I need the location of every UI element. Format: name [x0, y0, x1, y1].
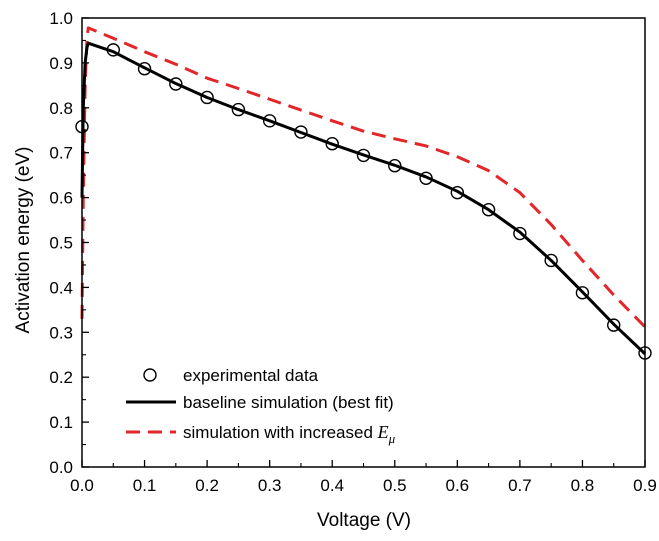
y-tick-label: 0.6 — [49, 189, 73, 208]
legend-label-increased: simulation with increased Eμ — [183, 422, 396, 446]
x-tick-label: 0.4 — [320, 476, 344, 495]
axis-ticks — [81, 17, 646, 468]
x-tick-label: 0.8 — [571, 476, 595, 495]
experimental-data-point — [262, 114, 277, 128]
experimental-data-point — [169, 77, 183, 91]
y-tick-label: 0.4 — [49, 278, 73, 297]
x-tick-label: 0.3 — [258, 476, 282, 495]
legend-label-increased-symbol: E — [377, 422, 389, 442]
y-tick-label: 0.1 — [49, 413, 73, 432]
y-tick-label: 0.9 — [49, 54, 73, 73]
legend: experimental data baseline simulation (b… — [126, 366, 396, 446]
series-increased-simulation-line — [80, 26, 647, 328]
experimental-data-point — [388, 159, 402, 173]
x-tick-label: 0.0 — [70, 476, 94, 495]
y-tick-label: 0.7 — [49, 144, 73, 163]
x-tick-label: 0.9 — [633, 476, 657, 495]
experimental-data-point — [137, 62, 152, 76]
legend-label-baseline: baseline simulation (best fit) — [183, 393, 394, 412]
y-tick-label: 0.3 — [49, 323, 73, 342]
experimental-data-point — [544, 253, 558, 268]
experimental-data-point — [294, 125, 308, 139]
experimental-data-point — [106, 43, 120, 57]
x-axis-label: Voltage (V) — [317, 510, 411, 531]
experimental-data-point — [325, 137, 339, 151]
y-tick-label: 0.5 — [49, 234, 73, 253]
experimental-data-point — [231, 102, 246, 117]
experimental-data-point — [513, 226, 527, 241]
y-axis-tick-labels: 0.0 0.1 0.2 0.3 0.4 0.5 0.6 0.7 0.8 0.9 1.0 — [49, 9, 73, 477]
x-tick-label: 0.2 — [195, 476, 219, 495]
experimental-data-point — [481, 203, 496, 217]
legend-label-experimental: experimental data — [183, 366, 319, 385]
x-tick-label: 0.5 — [383, 476, 407, 495]
y-tick-label: 0.0 — [49, 458, 73, 477]
x-tick-label: 0.6 — [446, 476, 470, 495]
x-tick-label: 0.1 — [133, 476, 157, 495]
experimental-data-point — [356, 148, 371, 163]
experimental-data-point — [575, 286, 590, 300]
y-tick-label: 0.2 — [49, 368, 73, 387]
legend-marker-experimental — [143, 368, 157, 382]
x-axis-tick-labels: 0.0 0.1 0.2 0.3 0.4 0.5 0.6 0.7 0.8 0.9 — [70, 476, 657, 495]
y-axis-label: Activation energy (eV) — [13, 147, 34, 334]
experimental-data-point — [419, 171, 433, 185]
experimental-data-point — [607, 318, 621, 332]
series-baseline-simulation-line — [80, 41, 647, 355]
experimental-data-point — [200, 90, 214, 105]
legend-label-increased-text: simulation with increased — [183, 423, 378, 442]
x-tick-label: 0.7 — [508, 476, 532, 495]
legend-label-increased-subscript: μ — [388, 431, 396, 446]
plot-area — [75, 26, 652, 360]
y-tick-label: 1.0 — [49, 9, 73, 28]
y-tick-label: 0.8 — [49, 99, 73, 118]
experimental-data-point — [450, 185, 465, 200]
